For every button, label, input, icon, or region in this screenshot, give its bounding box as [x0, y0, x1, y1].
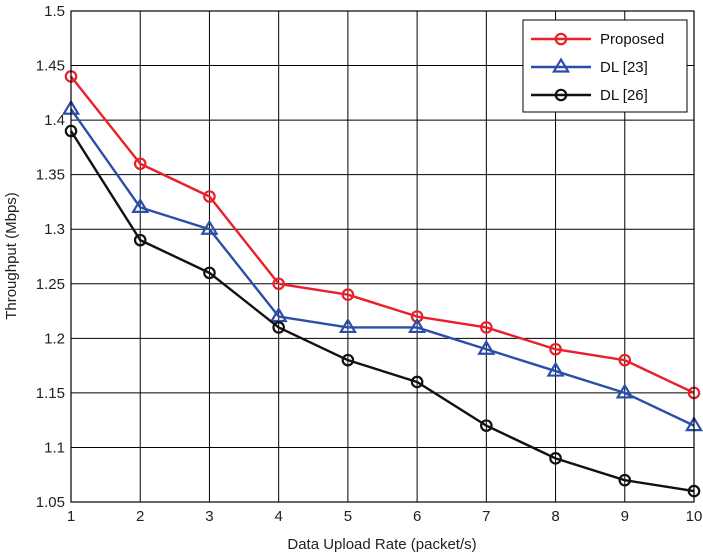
y-tick-1.35: 1.35 — [36, 167, 65, 184]
x-tick-10: 10 — [686, 508, 703, 525]
point-proposed-x9 — [618, 353, 632, 367]
legend-item-dl-26: DL [26] — [531, 87, 648, 104]
x-tick-1: 1 — [67, 508, 75, 525]
point-dl-23-x8 — [546, 361, 565, 377]
x-tick-6: 6 — [413, 508, 421, 525]
legend-label-dl-26: DL [26] — [600, 87, 648, 104]
y-tick-1.05: 1.05 — [36, 494, 65, 511]
y-tick-1.4: 1.4 — [44, 112, 65, 129]
legend-marker-proposed — [554, 32, 568, 46]
point-dl-23-x9 — [615, 383, 634, 399]
series-proposed — [64, 70, 701, 400]
point-proposed-x7 — [480, 321, 493, 334]
point-dl-26-x4 — [272, 321, 285, 334]
point-dl-26-x9 — [618, 473, 632, 487]
legend-label-dl-23: DL [23] — [600, 59, 648, 76]
y-tick-1.5: 1.5 — [44, 3, 65, 20]
legend-item-proposed: Proposed — [531, 31, 664, 48]
point-dl-26-x7 — [480, 419, 493, 432]
point-dl-23-x2 — [131, 197, 150, 213]
point-dl-23-x5 — [338, 317, 357, 334]
series-line-proposed — [70, 75, 695, 394]
point-proposed-x2 — [133, 157, 147, 171]
point-dl-23-x6 — [408, 317, 427, 334]
x-axis-label: Data Upload Rate (packet/s) — [287, 536, 476, 553]
y-tick-1.25: 1.25 — [36, 276, 65, 293]
x-tick-4: 4 — [274, 508, 282, 525]
point-dl-26-x8 — [549, 452, 562, 465]
series-line-dl-23 — [70, 108, 695, 427]
point-proposed-x8 — [549, 342, 562, 356]
legend-label-proposed: Proposed — [600, 31, 664, 48]
plot-frame — [70, 10, 695, 503]
x-tick-5: 5 — [344, 508, 352, 525]
y-tick-1.15: 1.15 — [36, 385, 65, 402]
point-dl-26-x6 — [410, 375, 424, 389]
point-proposed-x4 — [272, 277, 285, 291]
y-tick-1.3: 1.3 — [44, 221, 65, 238]
point-dl-26-x5 — [341, 353, 355, 367]
x-tick-labels: 1 2 3 4 5 6 7 8 9 10 — [67, 508, 703, 525]
x-tick-7: 7 — [482, 508, 490, 525]
series-line-dl-26 — [69, 130, 695, 493]
legend: Proposed DL [23] DL [26] — [522, 19, 688, 113]
point-dl-23-x7 — [477, 339, 496, 355]
x-tick-3: 3 — [205, 508, 213, 525]
legend-marker-dl-26 — [554, 88, 568, 102]
legend-item-dl-23: DL [23] — [531, 57, 648, 76]
legend-marker-dl-23 — [551, 57, 571, 73]
point-proposed-x3 — [203, 190, 216, 203]
point-dl-26-x3 — [203, 266, 216, 280]
x-tick-2: 2 — [136, 508, 144, 525]
point-dl-26-x2 — [133, 233, 147, 247]
y-axis-label: Throughput (Mbps) — [3, 192, 20, 320]
y-tick-1.45: 1.45 — [36, 58, 65, 75]
y-tick-labels: 1.05 1.1 1.15 1.2 1.25 1.3 1.35 1.4 1.45 1.5 — [36, 3, 65, 511]
x-tick-9: 9 — [621, 508, 629, 525]
point-dl-23-x4 — [269, 306, 288, 323]
x-tick-8: 8 — [551, 508, 559, 525]
point-proposed-x5 — [341, 288, 355, 301]
point-dl-23-x3 — [200, 219, 219, 235]
y-tick-1.2: 1.2 — [44, 330, 65, 347]
y-tick-1.1: 1.1 — [44, 439, 65, 456]
